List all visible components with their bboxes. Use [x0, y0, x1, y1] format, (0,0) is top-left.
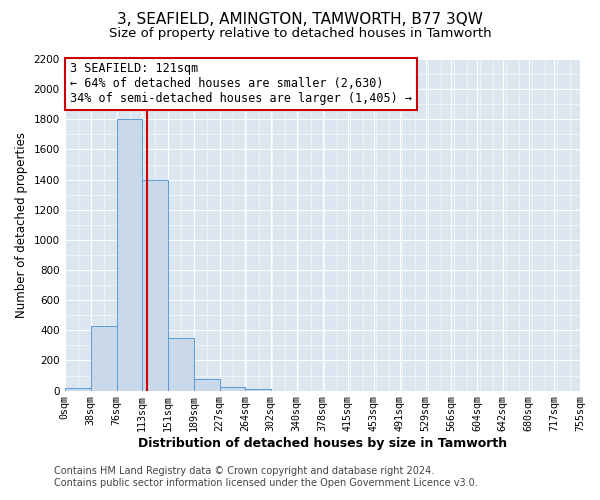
Text: Contains HM Land Registry data © Crown copyright and database right 2024.
Contai: Contains HM Land Registry data © Crown c… [54, 466, 478, 487]
Text: Size of property relative to detached houses in Tamworth: Size of property relative to detached ho… [109, 28, 491, 40]
X-axis label: Distribution of detached houses by size in Tamworth: Distribution of detached houses by size … [138, 437, 507, 450]
Y-axis label: Number of detached properties: Number of detached properties [15, 132, 28, 318]
Bar [142, 180, 168, 390]
Bar [194, 380, 220, 390]
Text: 3, SEAFIELD, AMINGTON, TAMWORTH, B77 3QW: 3, SEAFIELD, AMINGTON, TAMWORTH, B77 3QW [117, 12, 483, 28]
Bar [220, 387, 245, 390]
Bar [65, 388, 91, 390]
Bar [245, 389, 271, 390]
Bar [168, 338, 194, 390]
Bar [116, 120, 142, 390]
Text: 3 SEAFIELD: 121sqm
← 64% of detached houses are smaller (2,630)
34% of semi-deta: 3 SEAFIELD: 121sqm ← 64% of detached hou… [70, 62, 412, 106]
Bar [91, 326, 116, 390]
